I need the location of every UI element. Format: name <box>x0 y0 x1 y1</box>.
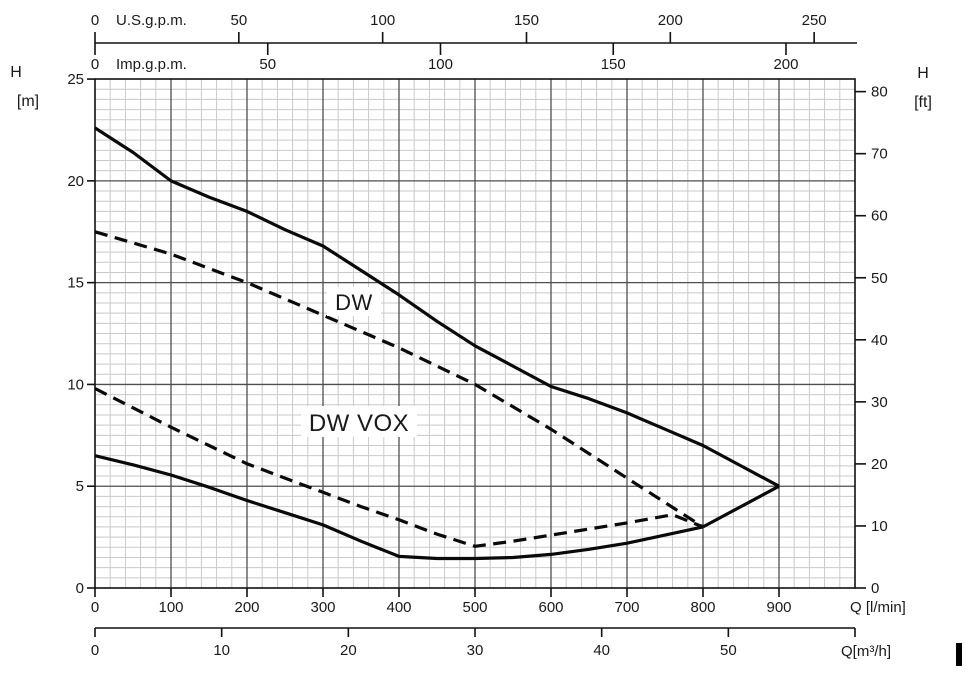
left-axis-unit-h: H <box>10 64 22 81</box>
right-axis-unit-h: H <box>917 65 929 82</box>
right-ft-tick-label: 80 <box>871 84 888 101</box>
curve-dw-vox-lower-limit <box>94 387 704 548</box>
imp-gpm-tick-label: 200 <box>773 56 798 73</box>
imp-gpm-tick-label: 100 <box>428 56 453 73</box>
us-gpm-tick-label: 250 <box>802 12 827 29</box>
q-m3h-tick-label: 40 <box>593 642 610 659</box>
curve-label-dw-vox: DW VOX <box>309 410 409 437</box>
q-m3h-tick-label: 30 <box>467 642 484 659</box>
right-ft-tick-label: 20 <box>871 456 888 473</box>
pump-curves <box>94 126 780 561</box>
q-m3h-tick-label: 20 <box>340 642 357 659</box>
left-axis-unit-m: [m] <box>17 93 39 110</box>
us-gpm-tick-label: 200 <box>658 12 683 29</box>
imp-gpm-tick-label: 50 <box>259 56 276 73</box>
curve-dw-vox-upper-limit <box>94 230 704 529</box>
right-axis-unit-ft: [ft] <box>914 94 932 111</box>
us-gpm-tick-label: 50 <box>230 12 247 29</box>
scan-artifact-mark <box>956 643 962 666</box>
imp-gpm-axis-label: Imp.g.p.m. <box>116 56 187 73</box>
q-m3h-axis-label: Q[m³/h] <box>841 643 891 660</box>
us-gpm-tick-label: 100 <box>370 12 395 29</box>
right-ft-tick-label: 50 <box>871 270 888 287</box>
curve-dw-lower-limit <box>94 454 704 561</box>
right-ft-tick-label: 40 <box>871 332 888 349</box>
curve-dw-upper-limit <box>94 126 780 488</box>
us-gpm-axis-label: U.S.g.p.m. <box>116 12 187 29</box>
q-lmin-tick-label: 400 <box>386 599 411 616</box>
dw-label-backing <box>327 287 381 316</box>
left-m-tick-label: 0 <box>76 580 84 597</box>
left-m-tick-label: 10 <box>67 376 84 393</box>
q-lmin-tick-label: 600 <box>538 599 563 616</box>
q-m3h-tick-label: 10 <box>213 642 230 659</box>
left-m-tick-label: 20 <box>67 173 84 190</box>
q-m3h-tick-label: 0 <box>91 642 99 659</box>
right-ft-tick-label: 0 <box>871 580 879 597</box>
us-gpm-tick-label: 0 <box>91 12 99 29</box>
q-lmin-tick-label: 700 <box>614 599 639 616</box>
us-gpm-tick-label: 150 <box>514 12 539 29</box>
left-m-tick-label: 15 <box>67 275 84 292</box>
right-ft-tick-label: 70 <box>871 146 888 163</box>
q-lmin-tick-label: 300 <box>310 599 335 616</box>
curve-dw-right-boundary <box>702 484 780 529</box>
imp-gpm-tick-label: 150 <box>601 56 626 73</box>
q-m3h-tick-label: 50 <box>720 642 737 659</box>
q-lmin-tick-label: 900 <box>766 599 791 616</box>
q-lmin-axis-label: Q [l/min] <box>850 599 906 616</box>
right-ft-tick-label: 60 <box>871 208 888 225</box>
q-lmin-tick-label: 100 <box>158 599 183 616</box>
q-lmin-tick-label: 0 <box>91 599 99 616</box>
left-m-tick-label: 5 <box>76 478 84 495</box>
imp-gpm-tick-label: 0 <box>91 56 99 73</box>
curve-label-dw: DW <box>335 290 373 315</box>
q-lmin-tick-label: 200 <box>234 599 259 616</box>
q-lmin-tick-label: 500 <box>462 599 487 616</box>
q-lmin-tick-label: 800 <box>690 599 715 616</box>
right-ft-tick-label: 10 <box>871 518 888 535</box>
left-m-tick-label: 25 <box>67 71 84 88</box>
right-ft-tick-label: 30 <box>871 394 888 411</box>
dw-vox-label-backing <box>301 406 417 437</box>
